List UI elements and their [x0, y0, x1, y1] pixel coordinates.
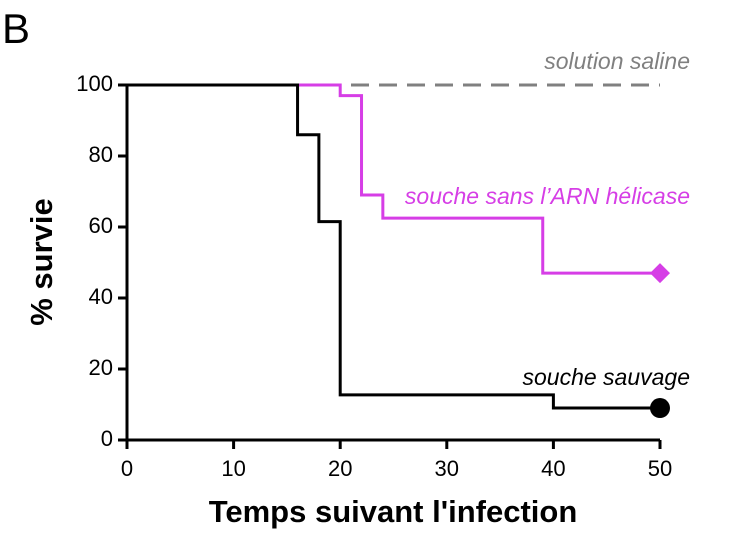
x-axis-title: Temps suivant l'infection	[209, 494, 578, 529]
y-tick-label: 100	[76, 71, 113, 96]
x-tick-label: 10	[221, 456, 245, 481]
y-tick-label: 80	[89, 142, 113, 167]
survival-line	[127, 83, 660, 275]
series-label: souche sauvage	[522, 364, 690, 390]
y-tick-label: 20	[89, 355, 113, 380]
y-tick-label: 60	[89, 213, 113, 238]
y-tick-label: 0	[101, 426, 113, 451]
x-tick-label: 0	[121, 456, 133, 481]
series-label: souche sans l’ARN hélicase	[405, 183, 690, 209]
end-marker	[650, 398, 670, 419]
x-tick-label: 20	[328, 456, 352, 481]
series-label: solution saline	[544, 48, 690, 74]
panel-letter: B	[2, 5, 30, 52]
survival-line	[127, 83, 660, 410]
x-tick-label: 40	[541, 456, 565, 481]
end-marker	[650, 263, 670, 284]
x-tick-label: 50	[648, 456, 672, 481]
x-tick-label: 30	[435, 456, 459, 481]
y-tick-label: 40	[89, 284, 113, 309]
y-axis-title: % survie	[24, 198, 59, 326]
